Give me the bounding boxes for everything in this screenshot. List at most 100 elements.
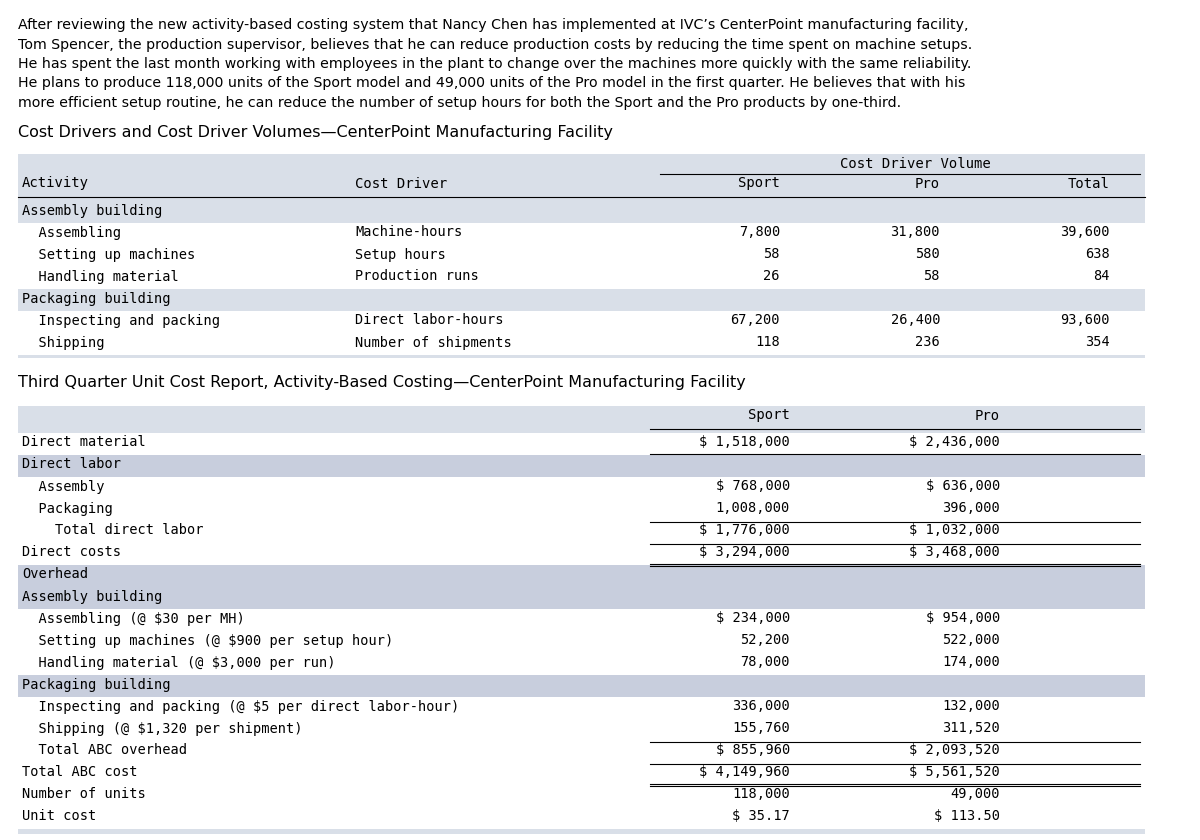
Text: Handling material: Handling material	[22, 270, 179, 283]
Bar	[18, 696, 1145, 718]
Bar	[18, 333, 1145, 354]
Text: 39,600: 39,600	[1061, 225, 1110, 239]
Text: After reviewing the new activity-based costing system that Nancy Chen has implem: After reviewing the new activity-based c…	[18, 18, 968, 32]
Text: $ 35.17: $ 35.17	[732, 810, 790, 823]
Bar	[18, 631, 1145, 653]
Bar	[18, 741, 1145, 763]
Text: $ 4,149,960: $ 4,149,960	[700, 765, 790, 780]
Bar	[18, 586, 1145, 608]
Text: Machine-hours: Machine-hours	[355, 225, 462, 239]
Text: Inspecting and packing (@ $5 per direct labor-hour): Inspecting and packing (@ $5 per direct …	[22, 700, 460, 713]
Text: Inspecting and packing: Inspecting and packing	[22, 313, 220, 328]
Bar	[18, 543, 1145, 564]
Text: Setup hours: Setup hours	[355, 248, 445, 261]
Bar	[18, 653, 1145, 675]
Bar	[18, 223, 1145, 244]
Text: $ 234,000: $ 234,000	[715, 612, 790, 626]
Text: $ 1,776,000: $ 1,776,000	[700, 523, 790, 538]
Bar	[18, 498, 1145, 521]
Bar	[18, 564, 1145, 586]
Text: 49,000: 49,000	[950, 788, 1000, 801]
Text: $ 2,436,000: $ 2,436,000	[910, 435, 1000, 449]
Text: 396,000: 396,000	[942, 501, 1000, 516]
Text: Shipping: Shipping	[22, 335, 104, 349]
Text: Cost Drivers and Cost Driver Volumes—CenterPoint Manufacturing Facility: Cost Drivers and Cost Driver Volumes—Cen…	[18, 125, 613, 140]
Text: Production runs: Production runs	[355, 270, 479, 283]
Text: Cost Driver: Cost Driver	[355, 176, 448, 191]
Text: 52,200: 52,200	[740, 633, 790, 648]
Bar	[18, 806, 1145, 828]
Text: Sport: Sport	[738, 176, 780, 191]
Text: 118,000: 118,000	[732, 788, 790, 801]
Text: 58: 58	[763, 248, 780, 261]
Text: Sport: Sport	[748, 408, 790, 423]
Text: Unit cost: Unit cost	[22, 810, 96, 823]
Text: 26,400: 26,400	[890, 313, 940, 328]
Bar	[18, 244, 1145, 266]
Text: $ 768,000: $ 768,000	[715, 480, 790, 493]
Text: Pro: Pro	[974, 408, 1000, 423]
Text: Assembling: Assembling	[22, 225, 121, 239]
Bar	[18, 476, 1145, 498]
Text: Direct labor: Direct labor	[22, 458, 121, 471]
Bar	[18, 433, 1145, 454]
Text: 58: 58	[924, 270, 940, 283]
Bar	[18, 154, 1145, 358]
Text: Third Quarter Unit Cost Report, Activity-Based Costing—CenterPoint Manufacturing: Third Quarter Unit Cost Report, Activity…	[18, 375, 745, 391]
Text: 580: 580	[916, 248, 940, 261]
Text: 638: 638	[1085, 248, 1110, 261]
Text: 7,800: 7,800	[739, 225, 780, 239]
Text: 1,008,000: 1,008,000	[715, 501, 790, 516]
Bar	[18, 785, 1145, 806]
Text: Overhead: Overhead	[22, 568, 88, 581]
Text: Setting up machines: Setting up machines	[22, 248, 196, 261]
Text: Assembling (@ $30 per MH): Assembling (@ $30 per MH)	[22, 612, 245, 626]
Text: 354: 354	[1085, 335, 1110, 349]
Bar	[18, 675, 1145, 696]
Text: Packaging: Packaging	[22, 501, 113, 516]
Text: Assembly building: Assembly building	[22, 590, 162, 603]
Text: Activity: Activity	[22, 176, 89, 191]
Text: $ 954,000: $ 954,000	[925, 612, 1000, 626]
Text: more efficient setup routine, he can reduce the number of setup hours for both t: more efficient setup routine, he can red…	[18, 96, 901, 110]
Text: $ 2,093,520: $ 2,093,520	[910, 743, 1000, 758]
Text: Total ABC overhead: Total ABC overhead	[22, 743, 187, 758]
Text: 155,760: 155,760	[732, 722, 790, 736]
Text: $ 1,032,000: $ 1,032,000	[910, 523, 1000, 538]
Text: $ 3,294,000: $ 3,294,000	[700, 545, 790, 559]
Bar	[18, 763, 1145, 785]
Text: Setting up machines (@ $900 per setup hour): Setting up machines (@ $900 per setup ho…	[22, 633, 394, 648]
Text: Cost Driver Volume: Cost Driver Volume	[840, 156, 990, 171]
Text: 236: 236	[916, 335, 940, 349]
Bar	[18, 406, 1145, 833]
Text: Pro: Pro	[914, 176, 940, 191]
Text: $ 855,960: $ 855,960	[715, 743, 790, 758]
Bar	[18, 454, 1145, 476]
Text: 336,000: 336,000	[732, 700, 790, 713]
Text: Handling material (@ $3,000 per run): Handling material (@ $3,000 per run)	[22, 655, 336, 669]
Text: Number of shipments: Number of shipments	[355, 335, 511, 349]
Text: 84: 84	[1093, 270, 1110, 283]
Text: 174,000: 174,000	[942, 655, 1000, 669]
Text: $ 113.50: $ 113.50	[934, 810, 1000, 823]
Bar	[18, 608, 1145, 631]
Text: Direct costs: Direct costs	[22, 545, 121, 559]
Text: Direct labor-hours: Direct labor-hours	[355, 313, 504, 328]
Text: Number of units: Number of units	[22, 788, 145, 801]
Text: 132,000: 132,000	[942, 700, 1000, 713]
Text: $ 3,468,000: $ 3,468,000	[910, 545, 1000, 559]
Bar	[18, 718, 1145, 741]
Text: 93,600: 93,600	[1061, 313, 1110, 328]
Text: $ 5,561,520: $ 5,561,520	[910, 765, 1000, 780]
Text: $ 1,518,000: $ 1,518,000	[700, 435, 790, 449]
Text: 311,520: 311,520	[942, 722, 1000, 736]
Text: Shipping (@ $1,320 per shipment): Shipping (@ $1,320 per shipment)	[22, 722, 302, 736]
Text: $ 636,000: $ 636,000	[925, 480, 1000, 493]
Bar	[18, 521, 1145, 543]
Text: Packaging building: Packaging building	[22, 678, 170, 691]
Text: He has spent the last month working with employees in the plant to change over t: He has spent the last month working with…	[18, 57, 971, 71]
Text: 67,200: 67,200	[731, 313, 780, 328]
Text: He plans to produce 118,000 units of the Sport model and 49,000 units of the Pro: He plans to produce 118,000 units of the…	[18, 76, 965, 91]
Text: Packaging building: Packaging building	[22, 291, 170, 306]
Text: Assembly building: Assembly building	[22, 203, 162, 218]
